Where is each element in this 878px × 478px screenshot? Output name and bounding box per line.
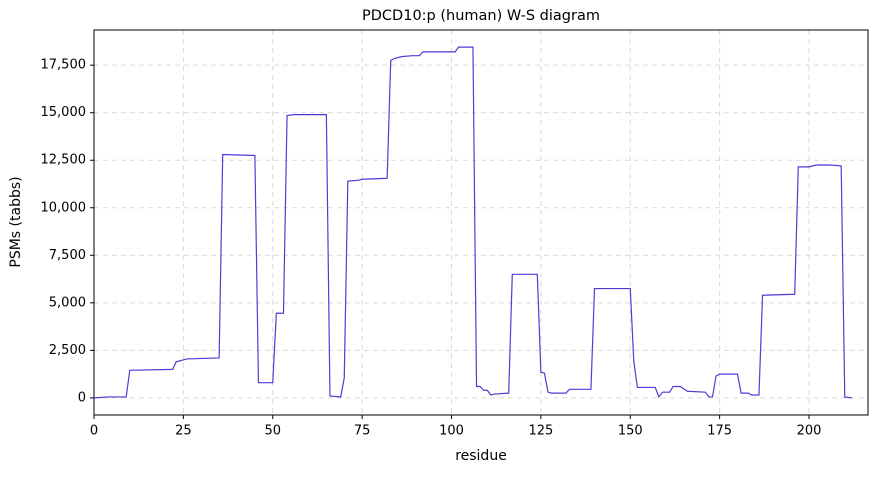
x-tick-label: 50: [264, 424, 281, 439]
y-tick-label: 2,500: [49, 343, 86, 358]
x-tick-label: 0: [90, 424, 98, 439]
y-tick-label: 7,500: [49, 248, 86, 263]
y-axis-label: PSMs (tabbs): [8, 176, 24, 267]
x-tick-label: 100: [439, 424, 464, 439]
y-tick-label: 10,000: [41, 200, 87, 215]
plot-frame: [93, 29, 869, 416]
data-line: [93, 46, 852, 399]
x-axis-label: residue: [455, 448, 507, 464]
x-tick-label: 75: [354, 424, 371, 439]
y-tick-label: 5,000: [49, 295, 86, 310]
y-tick-label: 15,000: [41, 105, 87, 120]
x-tick-label: 175: [707, 424, 732, 439]
x-tick-label: 150: [618, 424, 643, 439]
y-tick-label: 0: [78, 390, 86, 405]
x-tick-label: 200: [797, 424, 822, 439]
x-tick-label: 125: [528, 424, 553, 439]
chart-title: PDCD10:p (human) W-S diagram: [362, 8, 600, 24]
x-tick-label: 25: [175, 424, 192, 439]
y-tick-label: 12,500: [41, 153, 87, 168]
y-tick-label: 17,500: [41, 58, 87, 73]
